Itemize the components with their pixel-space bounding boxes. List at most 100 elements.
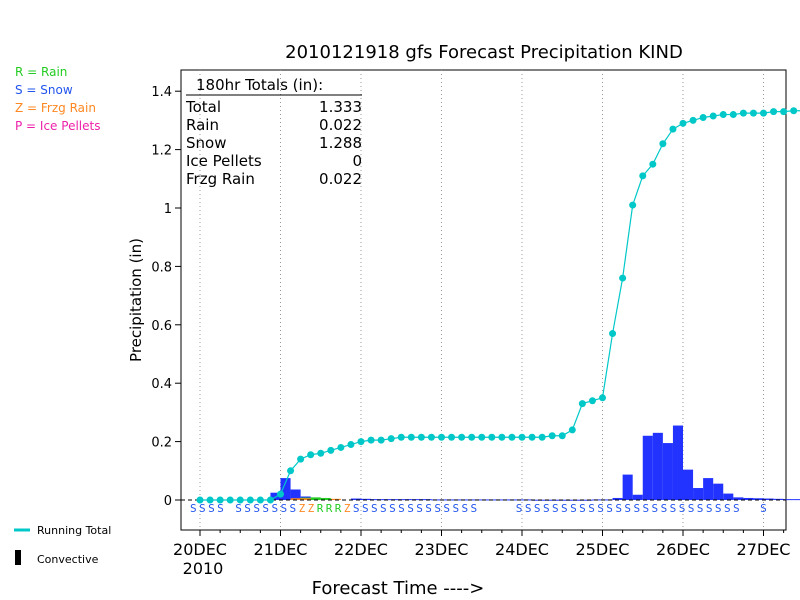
precip-type-label: S [199,502,206,515]
snow-bar [371,499,382,501]
running-total-point [659,140,667,148]
legend-convective: Convective [37,553,99,566]
running-total-point [588,397,596,405]
snow-bar [693,488,704,500]
x-axis-label: Forecast Time ----> [312,578,485,599]
snow-bar [350,498,361,500]
running-total-point [448,433,456,441]
snow-bar [612,497,623,500]
precip-type-label: S [281,502,288,515]
precip-type-label: Z [299,502,306,515]
precip-type-label: S [235,502,242,515]
snow-bar [743,497,754,500]
running-total-point [538,433,546,441]
running-total-point [578,400,586,408]
running-total-point [256,496,264,504]
precip-type-label: S [543,502,550,515]
running-total-point [478,433,486,441]
precip-type-label: S [715,502,722,515]
running-total-point [438,433,445,441]
snow-bar [391,499,402,501]
rain-bar [310,497,321,500]
precip-type-label: S [290,502,297,515]
running-total-point [458,433,466,441]
running-total-series [196,107,800,504]
running-total-point [236,496,244,504]
running-total-point [508,433,516,441]
running-total-point [709,112,717,120]
snow-bar [532,499,543,501]
running-total-point [498,433,506,441]
totals-label-ice: Ice Pellets [186,152,262,170]
running-total-point [377,436,385,444]
precip-type-label: S [190,502,197,515]
running-total-point [468,433,476,441]
totals-box: 180hr Totals (in): Total 1.333 Rain 0.02… [185,76,362,188]
totals-value-rain: 0.022 [319,116,362,134]
running-total-point [609,330,617,338]
running-total-point [568,426,576,434]
precip-type-label: S [471,502,478,515]
running-total-point [780,108,788,116]
precip-type-label: S [262,502,269,515]
precip-type-label: S [552,502,559,515]
running-total-point [367,436,375,444]
x-tick-label: 25DEC [576,540,630,559]
precip-type-label: S [597,502,604,515]
running-total-point [407,433,415,441]
grid-lines [199,70,764,530]
precip-type-label: S [253,502,260,515]
running-total-point [770,108,778,116]
running-total-point [266,496,274,504]
plot-frame [180,69,787,531]
running-total-point [699,113,707,121]
precip-type-label: S [371,502,378,515]
snow-bar [662,443,673,500]
precip-type-label: S [380,502,387,515]
precip-type-label: S [398,502,405,515]
precip-type-label: S [208,502,215,515]
totals-label-frzg: Frzg Rain [186,170,255,188]
snow-bar [733,497,744,500]
precip-type-label: S [452,502,459,515]
snow-bar [632,494,643,500]
precip-type-label: R [326,502,333,515]
y-tick-label: 1.2 [151,144,172,159]
precip-type-label: S [615,502,622,515]
running-total-point [347,441,355,449]
precip-type-label: S [217,502,224,515]
chart-title: 2010121918 gfs Forecast Precipitation KI… [285,42,683,63]
snow-bar [481,499,492,501]
running-total-point [599,394,606,402]
precip-type-label: S [697,502,704,515]
snow-bar [280,478,291,500]
running-total-point [307,451,315,459]
running-total-point [327,446,335,454]
snow-bar [763,498,774,500]
y-axis-ticks: 0 0.2 0.4 0.6 0.8 1 1.2 1.4 [151,85,181,509]
running-total-point [729,111,737,119]
running-total-point [297,455,305,463]
totals-label-total: Total [185,98,221,116]
snow-bar [753,498,764,500]
running-total-point [397,433,405,441]
running-total-point [760,109,767,117]
x-tick-label: 27DEC [737,540,791,559]
running-total-point [739,109,747,117]
snow-bar [602,499,613,501]
y-tick-label: 0.4 [151,377,172,392]
frzg-bar [290,498,301,500]
precip-type-label: S [407,502,414,515]
snow-bar [441,499,452,501]
running-total-point [749,109,757,117]
x-tick-label: 23DEC [415,540,469,559]
running-total-point [790,107,798,115]
y-tick-label: 0 [164,494,172,509]
snow-bar [511,499,522,501]
precip-type-label: S [588,502,595,515]
y-tick-label: 0.8 [151,260,172,275]
precip-type-label: S [724,502,731,515]
precip-type-label: S [760,502,767,515]
running-total-point [669,125,677,133]
